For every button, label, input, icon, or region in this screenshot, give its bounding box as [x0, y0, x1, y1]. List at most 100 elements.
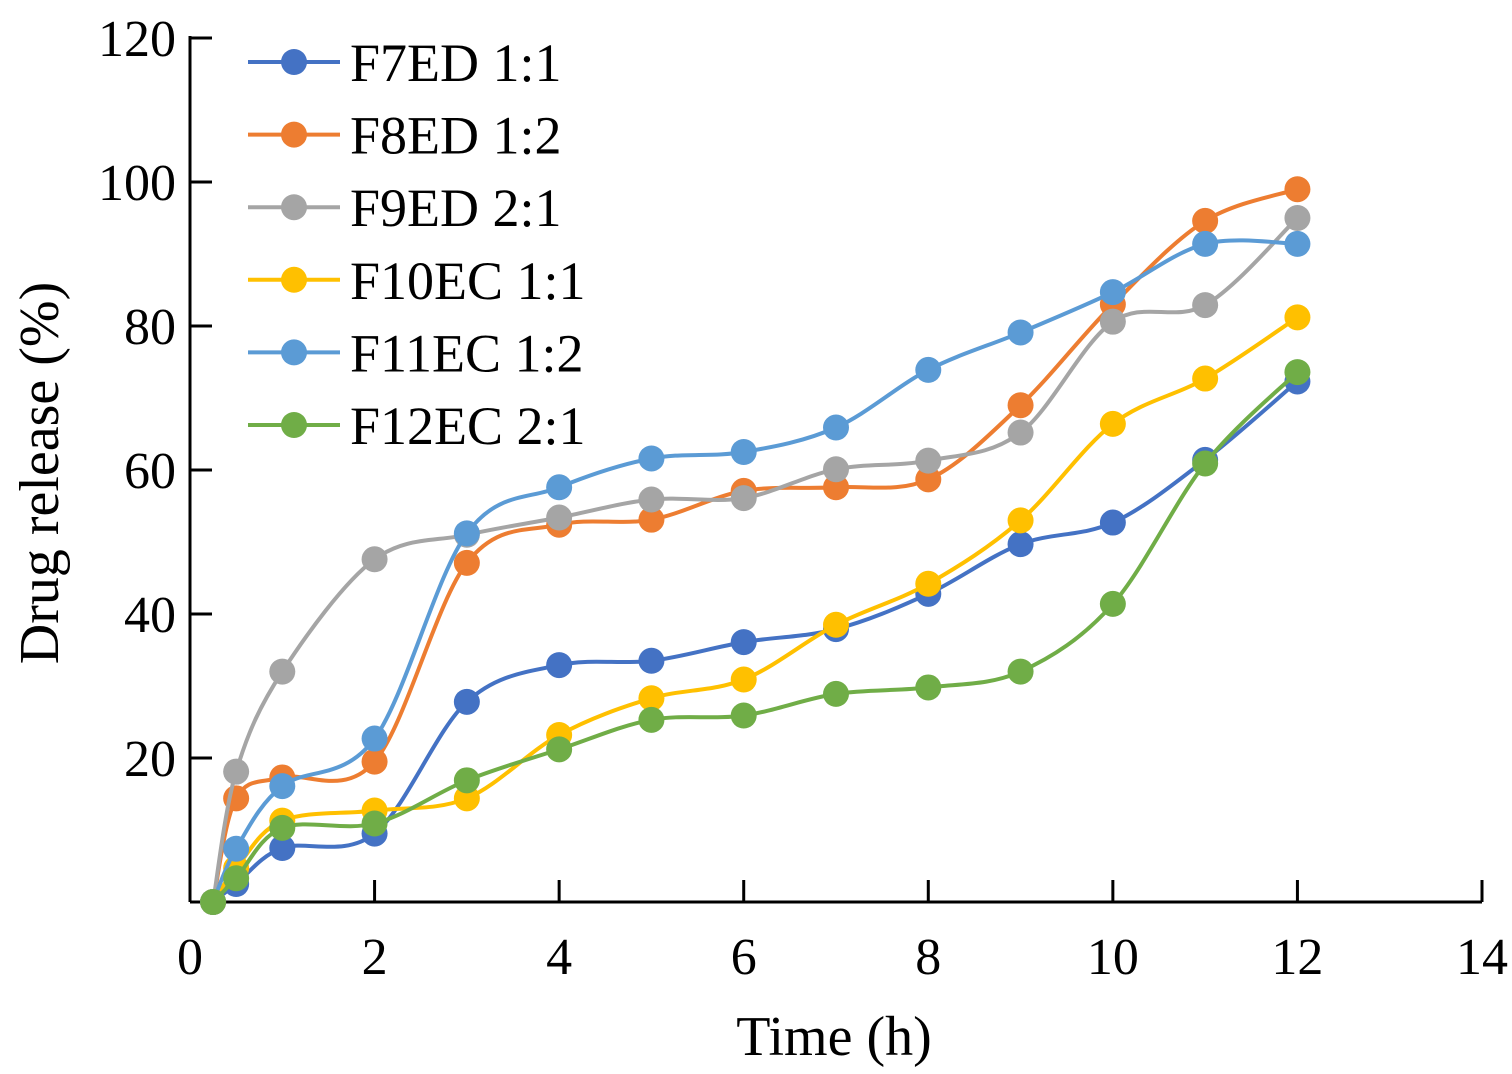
data-point-f10ec-1-1 — [1284, 304, 1311, 331]
data-point-f11ec-1-2 — [223, 835, 250, 862]
data-point-f10ec-1-1 — [915, 570, 942, 597]
data-point-f12ec-2-1 — [823, 680, 849, 707]
y-tick-label: 60 — [124, 443, 176, 500]
data-point-f12ec-2-1 — [1007, 658, 1034, 685]
data-point-f7ed-1-1 — [453, 688, 480, 715]
data-point-f8ed-1-2 — [823, 474, 849, 501]
data-point-f11ec-1-2 — [453, 520, 480, 547]
data-point-f12ec-2-1 — [200, 889, 227, 915]
legend-marker — [281, 266, 307, 293]
data-point-f7ed-1-1 — [546, 652, 573, 679]
data-point-f12ec-2-1 — [223, 865, 250, 892]
data-point-f9ed-2-1 — [1099, 308, 1126, 335]
data-point-f10ec-1-1 — [453, 785, 480, 812]
data-point-f12ec-2-1 — [915, 674, 942, 701]
x-tick-label: 8 — [915, 929, 941, 986]
x-tick-label: 4 — [546, 929, 572, 986]
axes: 20 40 60 80 100 120 0 2 4 6 8 10 12 14 — [98, 11, 1508, 986]
data-point-f11ec-1-2 — [1007, 319, 1034, 346]
data-point-f11ec-1-2 — [269, 773, 296, 800]
series-layer — [200, 176, 1311, 915]
data-point-f8ed-1-2 — [361, 748, 388, 775]
data-point-f9ed-2-1 — [1284, 205, 1311, 231]
data-point-f10ec-1-1 — [1007, 507, 1034, 534]
legend-item-f8ed-1-2: F8ED 1:2 — [248, 106, 562, 166]
data-point-f7ed-1-1 — [638, 647, 665, 674]
data-point-f8ed-1-2 — [638, 506, 665, 533]
data-point-f8ed-1-2 — [1007, 392, 1034, 419]
data-point-f8ed-1-2 — [915, 466, 942, 493]
x-tick-label: 10 — [1087, 929, 1139, 986]
y-tick-label: 20 — [124, 731, 176, 788]
legend-item-f12ec-2-1: F12EC 2:1 — [248, 396, 586, 456]
data-point-f11ec-1-2 — [915, 356, 942, 383]
legend-marker — [281, 339, 307, 366]
data-point-f12ec-2-1 — [269, 814, 296, 841]
data-point-f12ec-2-1 — [1192, 450, 1219, 477]
x-tick-label: 12 — [1271, 929, 1323, 986]
data-point-f8ed-1-2 — [1284, 176, 1311, 203]
data-point-f11ec-1-2 — [1099, 279, 1126, 306]
legend-marker — [281, 412, 307, 438]
y-tick-label: 120 — [98, 11, 176, 68]
data-point-f10ec-1-1 — [823, 611, 849, 638]
x-tick-label: 2 — [362, 929, 388, 986]
data-point-f7ed-1-1 — [1099, 509, 1126, 536]
legend-marker — [281, 194, 307, 221]
data-point-f12ec-2-1 — [453, 767, 480, 794]
data-point-f11ec-1-2 — [361, 725, 388, 752]
legend-item-f11ec-1-2: F11EC 1:2 — [248, 323, 584, 383]
data-point-f10ec-1-1 — [1192, 365, 1219, 392]
data-point-f10ec-1-1 — [638, 685, 665, 712]
data-point-f9ed-2-1 — [1192, 292, 1219, 319]
legend-item-f10ec-1-1: F10EC 1:1 — [248, 251, 586, 311]
data-point-f11ec-1-2 — [1284, 230, 1311, 257]
legend: F7ED 1:1 F8ED 1:2 F9ED 2:1 F10EC 1:1 F11EC 1… — [248, 33, 586, 456]
data-point-f9ed-2-1 — [823, 456, 849, 483]
y-tick-label: 40 — [124, 587, 176, 644]
series-f12ec-2-1 — [200, 359, 1311, 915]
data-point-f10ec-1-1 — [1099, 410, 1126, 437]
data-point-f11ec-1-2 — [546, 474, 573, 501]
data-point-f9ed-2-1 — [1007, 419, 1034, 446]
y-tick-label: 100 — [98, 155, 176, 212]
data-point-f12ec-2-1 — [361, 810, 388, 837]
data-point-f11ec-1-2 — [823, 414, 849, 441]
legend-label: F11EC 1:2 — [350, 323, 584, 383]
x-tick-label: 14 — [1456, 929, 1508, 986]
data-point-f8ed-1-2 — [453, 549, 480, 576]
series-line-f11ec-1-2 — [211, 238, 1298, 903]
data-point-f9ed-2-1 — [638, 486, 665, 513]
legend-label: F8ED 1:2 — [350, 106, 562, 166]
data-point-f12ec-2-1 — [730, 702, 757, 729]
data-point-f12ec-2-1 — [638, 706, 665, 733]
data-point-f9ed-2-1 — [546, 504, 573, 531]
data-point-f9ed-2-1 — [915, 447, 942, 474]
x-tick-label: 6 — [731, 929, 757, 986]
data-point-f11ec-1-2 — [638, 445, 665, 472]
legend-item-f7ed-1-1: F7ED 1:1 — [248, 33, 562, 93]
legend-marker — [281, 49, 307, 75]
legend-label: F9ED 2:1 — [350, 178, 562, 238]
legend-label: F10EC 1:1 — [350, 251, 586, 311]
data-point-f11ec-1-2 — [1192, 230, 1219, 257]
data-point-f11ec-1-2 — [730, 439, 757, 465]
data-point-f9ed-2-1 — [223, 758, 250, 785]
legend-label: F12EC 2:1 — [350, 396, 586, 456]
x-tick-label: 0 — [177, 929, 203, 986]
legend-item-f9ed-2-1: F9ED 2:1 — [248, 178, 562, 238]
y-axis-title: Drug release (%) — [9, 282, 71, 664]
data-point-f7ed-1-1 — [1007, 531, 1034, 558]
data-point-f12ec-2-1 — [546, 736, 573, 763]
data-point-f12ec-2-1 — [1099, 590, 1126, 617]
data-point-f9ed-2-1 — [269, 658, 296, 685]
series-f11ec-1-2 — [200, 230, 1311, 915]
legend-marker — [281, 121, 307, 148]
data-point-f7ed-1-1 — [730, 629, 757, 656]
data-point-f12ec-2-1 — [1284, 359, 1311, 386]
y-tick-label: 80 — [124, 299, 176, 356]
data-point-f9ed-2-1 — [361, 546, 388, 573]
data-point-f7ed-1-1 — [269, 835, 296, 861]
legend-label: F7ED 1:1 — [350, 33, 562, 93]
